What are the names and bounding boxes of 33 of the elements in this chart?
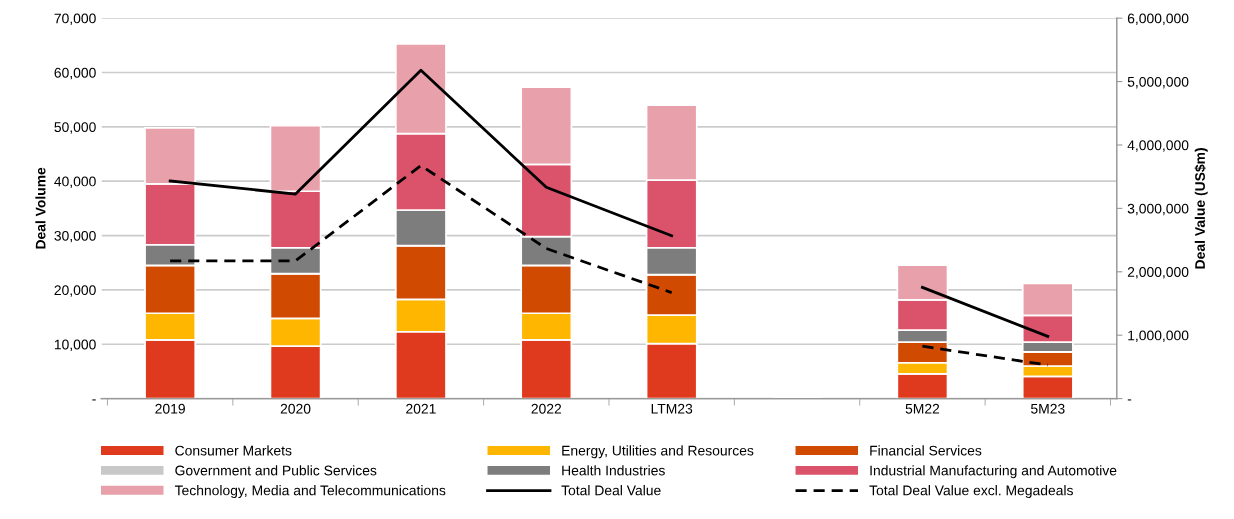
y-axis-title: Deal Volume xyxy=(35,167,46,249)
y2-tick-label: 4,000,000 xyxy=(1127,140,1189,152)
y-tick-label: 70,000 xyxy=(54,13,96,25)
y2-tick-label: 3,000,000 xyxy=(1127,203,1189,216)
legend-label: Financial Services xyxy=(870,445,982,456)
legend-label: Industrial Manufacturing and Automotive xyxy=(870,465,1117,479)
y-tick-label: 40,000 xyxy=(54,176,96,189)
x-tick-label: 2021 xyxy=(406,403,436,414)
y-tick-label: 10,000 xyxy=(54,339,96,352)
y2-tick-label: 2,000,000 xyxy=(1127,267,1189,279)
x-tick-label: LTM23 xyxy=(651,403,693,414)
y-tick-label: 20,000 xyxy=(54,285,96,297)
y-tick-label: - xyxy=(92,399,96,401)
x-tick-label: 2019 xyxy=(155,403,185,414)
legend-label: Total Deal Value excl. Megadeals xyxy=(869,485,1073,499)
x-tick-label: 2020 xyxy=(280,403,311,414)
y2-tick-label: - xyxy=(1127,399,1132,401)
legend-label: Government and Public Services xyxy=(175,465,377,476)
y2-tick-label: 5,000,000 xyxy=(1127,76,1189,89)
y-tick-label: 50,000 xyxy=(54,122,96,134)
y2-tick-label: 6,000,000 xyxy=(1127,13,1189,25)
x-tick-label: 5M22 xyxy=(905,403,940,414)
y-tick-label: 60,000 xyxy=(54,67,96,80)
y2-tick-label: 1,000,000 xyxy=(1128,330,1189,342)
legend-label: Health Industries xyxy=(562,465,665,476)
y-tick-label: 30,000 xyxy=(54,230,96,243)
x-tick-label: 2022 xyxy=(531,403,562,414)
y2-axis-title: Deal Value (US$m) xyxy=(1194,148,1208,269)
legend-label: Energy, Utilities and Resources xyxy=(562,445,754,459)
legend-label: Consumer Markets xyxy=(175,445,292,456)
legend-label: Total Deal Value xyxy=(561,485,661,496)
legend-label: Technology, Media and Telecommunications xyxy=(174,485,446,499)
x-tick-label: 5M23 xyxy=(1031,403,1065,414)
